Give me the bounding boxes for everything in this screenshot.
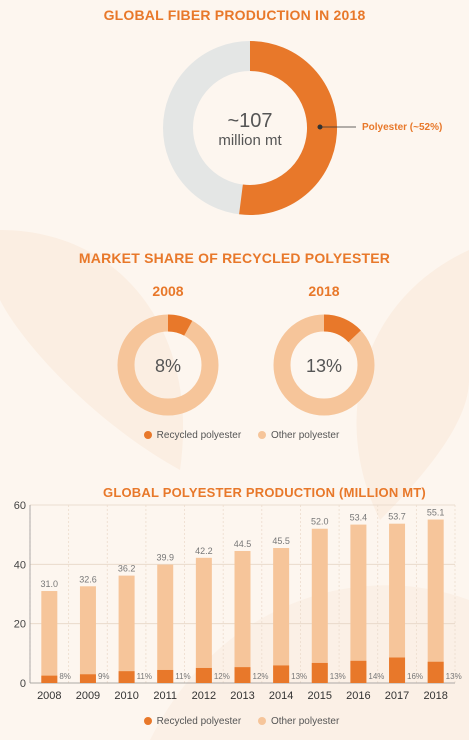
legend-recycled-swatch [143, 431, 152, 439]
bar-other-2018 [427, 519, 444, 683]
legend-recycled-label: Recycled polyester [156, 430, 242, 441]
donut-center-value: ~107 [227, 110, 272, 132]
y-tick-label: 60 [14, 500, 26, 512]
polyester-callout-label: Polyester (~52%) [362, 122, 442, 133]
fiber-production-title: GLOBAL FIBER PRODUCTION IN 2018 [103, 7, 366, 23]
bar-total-label: 44.5 [234, 539, 252, 549]
bar-recycled-2015 [311, 662, 328, 683]
market-share-legend: Recycled polyester Other polyester [0, 430, 469, 441]
x-tick-label: 2012 [192, 690, 216, 702]
legend-other-swatch [257, 431, 266, 439]
bar-total-label: 42.2 [195, 546, 213, 556]
market-share-donuts: 8% 13% [117, 314, 375, 416]
bar-total-label: 39.9 [156, 553, 174, 563]
y-tick-label: 20 [14, 619, 26, 631]
bar-chart-legend: Recycled polyester Other polyester [0, 716, 469, 727]
bar-other-2013 [234, 550, 251, 683]
bar-recycled-2010 [118, 671, 135, 683]
bar-share-label: 13% [446, 672, 462, 681]
bar-other-2012 [195, 557, 212, 683]
bar-share-label: 9% [98, 672, 110, 681]
x-tick-label: 2018 [423, 690, 447, 702]
x-tick-label: 2008 [37, 690, 61, 702]
bar-other-2011 [157, 564, 174, 683]
bar-recycled-2008 [41, 675, 58, 683]
bar-other-2008 [41, 591, 58, 683]
bar-recycled-2012 [195, 667, 212, 683]
bar-legend-other-label: Other polyester [270, 716, 340, 727]
bar-recycled-2011 [157, 669, 174, 683]
leaf-shape-right [356, 250, 469, 520]
market-share-title: MARKET SHARE OF RECYCLED POLYESTER [78, 250, 391, 266]
legend-other-label: Other polyester [270, 430, 340, 441]
donut-2008-recycled [167, 314, 193, 336]
x-tick-label: 2014 [269, 690, 293, 702]
x-tick-label: 2009 [76, 690, 100, 702]
bar-recycled-2014 [273, 665, 290, 683]
bar-legend-recycled-label: Recycled polyester [156, 716, 242, 727]
x-tick-label: 2011 [153, 690, 177, 702]
bar-share-label: 11% [137, 672, 152, 681]
bar-other-2014 [273, 548, 290, 683]
bar-total-label: 32.6 [79, 574, 97, 584]
bar-total-label: 36.2 [118, 564, 136, 574]
polyester-slice [239, 41, 337, 215]
bar-legend-recycled-swatch [143, 717, 152, 725]
bar-recycled-2017 [389, 657, 406, 683]
donut-2018-percent: 13% [306, 356, 342, 376]
bar-other-2016 [350, 524, 367, 683]
bar-recycled-2018 [427, 661, 444, 683]
bar-share-label: 16% [407, 672, 423, 681]
y-tick-label: 0 [20, 678, 26, 690]
donut-2008-percent: 8% [155, 356, 181, 376]
leaf-shape-left [0, 230, 184, 470]
bar-share-label: 12% [214, 672, 230, 681]
bar-total-label: 31.0 [41, 579, 59, 589]
donut-center-unit: million mt [218, 132, 282, 149]
bar-share-label: 8% [59, 672, 71, 681]
bar-total-label: 52.0 [311, 517, 329, 527]
polyester-production-title: GLOBAL POLYESTER PRODUCTION (MILLION MT) [103, 485, 426, 500]
bar-other-2015 [311, 528, 328, 683]
y-tick-label: 40 [14, 559, 26, 571]
donut-year-2018: 2018 [308, 283, 340, 299]
polyester-production-bar-chart: 0 20 40 60 31.0 8% 2008 32.6 9% 2009 36.2 11% 2010 39… [14, 500, 462, 702]
bar-share-label: 13% [291, 672, 307, 681]
x-tick-label: 2013 [230, 690, 254, 702]
bar-share-label: 12% [253, 672, 269, 681]
donut-2018-recycled [323, 314, 361, 343]
bar-total-label: 53.7 [388, 512, 406, 522]
bar-share-label: 13% [330, 672, 346, 681]
x-tick-label: 2010 [114, 690, 138, 702]
donut-year-2008: 2008 [152, 283, 184, 299]
bar-other-2010 [118, 575, 135, 683]
bar-recycled-2009 [79, 674, 96, 683]
bar-other-2009 [79, 586, 96, 683]
bar-total-label: 53.4 [350, 513, 368, 523]
bar-share-label: 11% [175, 672, 190, 681]
bar-total-label: 45.5 [272, 536, 290, 546]
bar-other-2017 [389, 523, 406, 683]
x-tick-label: 2015 [308, 690, 332, 702]
x-tick-label: 2017 [385, 690, 409, 702]
x-tick-label: 2016 [346, 690, 370, 702]
bar-legend-other-swatch [257, 717, 266, 725]
bar-recycled-2013 [234, 667, 251, 683]
bar-recycled-2016 [350, 660, 367, 683]
bar-total-label: 55.1 [427, 508, 445, 518]
fiber-production-donut: ~107 million mt Polyester (~52%) [163, 41, 442, 215]
bar-share-label: 14% [368, 672, 384, 681]
